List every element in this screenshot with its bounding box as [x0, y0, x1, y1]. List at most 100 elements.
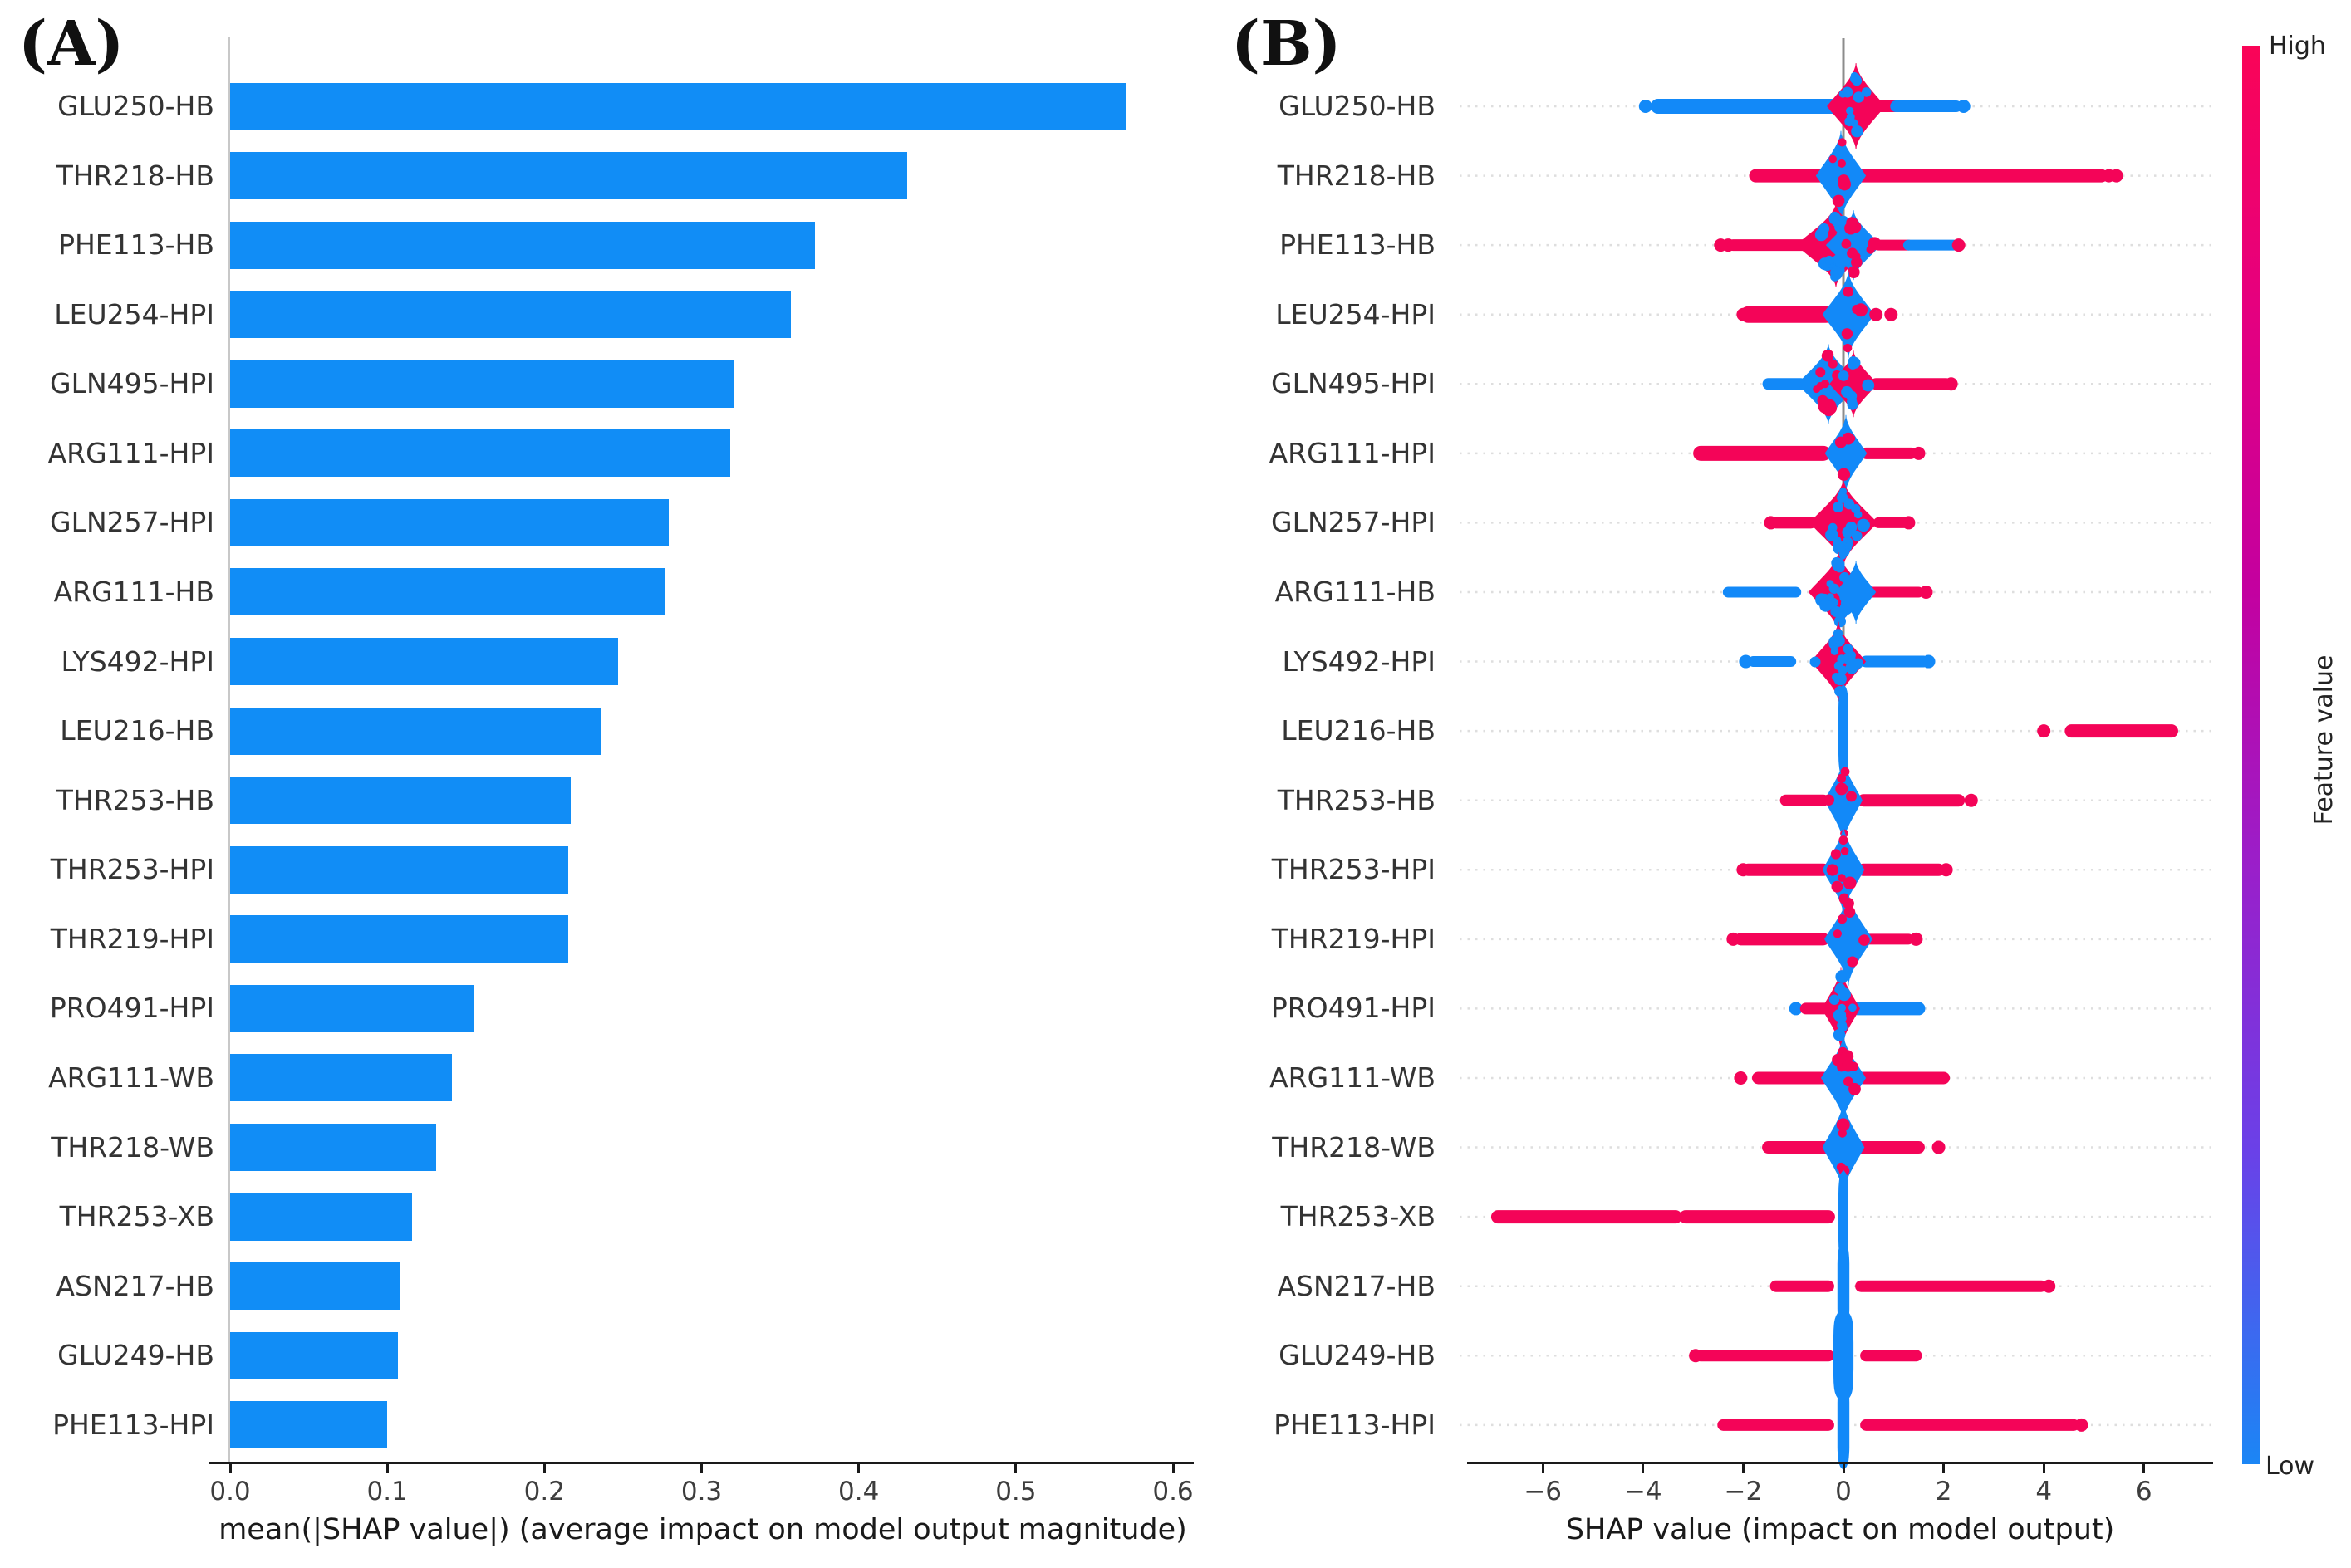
- swarm-speckle: [1837, 468, 1851, 481]
- bar: [230, 360, 735, 408]
- swarm-dot: [1919, 585, 1933, 599]
- feature-label-b: LEU254-HPI: [1275, 297, 1436, 331]
- feature-label-b: PRO491-HPI: [1270, 992, 1436, 1025]
- tick-mark: [1942, 1463, 1946, 1473]
- swarm-bulge: [1824, 757, 1863, 844]
- swarm-speckle: [1837, 987, 1851, 1002]
- tick-mark: [542, 1463, 546, 1473]
- swarm-bulge: [1833, 1309, 1854, 1403]
- panel-b-x-axis: [1467, 1462, 2213, 1464]
- tick-label: 0.1: [366, 1477, 408, 1507]
- swarm-speckle: [1841, 385, 1853, 399]
- swarm-speckle: [1830, 211, 1839, 221]
- feature-label-b: THR253-HPI: [1271, 853, 1436, 886]
- tick-label: 0.2: [523, 1477, 565, 1507]
- swarm-bulge: [1822, 825, 1865, 915]
- swarm-speckle: [1841, 328, 1853, 340]
- swarm-speckle: [1852, 304, 1862, 315]
- swarm-bulge: [1837, 1241, 1850, 1331]
- swarm-speckle: [1832, 194, 1845, 208]
- feature-label-a: PHE113-HB: [58, 228, 214, 262]
- swarm-speckle: [1833, 502, 1844, 512]
- swarm-dot: [1884, 307, 1898, 321]
- feature-label-a: THR253-HB: [56, 783, 214, 816]
- bar: [230, 1124, 436, 1172]
- swarm-speckle: [1824, 255, 1834, 265]
- feature-label-b: GLN257-HPI: [1271, 506, 1436, 539]
- swarm-speckle: [1836, 1162, 1846, 1172]
- bar: [230, 984, 474, 1032]
- swarm-speckle: [1838, 551, 1847, 560]
- tick-mark: [2142, 1463, 2146, 1473]
- swarm-speckle: [1813, 385, 1821, 394]
- swarm-dot: [1964, 793, 1978, 807]
- swarm-speckle: [1843, 1076, 1853, 1087]
- swarm-speckle: [1838, 1129, 1847, 1138]
- tick-mark: [385, 1463, 389, 1473]
- swarm-speckle: [1836, 611, 1845, 620]
- feature-label-a: THR253-HPI: [50, 853, 214, 886]
- swarm-speckle: [1828, 359, 1838, 369]
- swarm-dot: [2074, 1418, 2088, 1432]
- colorbar-axis-label: Feature value: [2309, 654, 2339, 826]
- swarm-bulge: [1809, 479, 1877, 566]
- swarm-speckle: [1838, 835, 1848, 845]
- swarm-speckle: [1866, 245, 1875, 254]
- feature-label-b: THR218-WB: [1272, 1130, 1436, 1164]
- swarm-dot: [1734, 1071, 1748, 1085]
- feature-label-b: PHE113-HPI: [1274, 1408, 1436, 1441]
- swarm-speckle: [1842, 1059, 1854, 1072]
- swarm-speckle: [1834, 562, 1845, 573]
- swarm-bulge: [1824, 414, 1868, 492]
- bar: [230, 915, 568, 963]
- swarm-speckle: [1838, 1003, 1846, 1012]
- feature-label-a: PRO491-HPI: [49, 992, 214, 1025]
- feature-label-a: ASN217-HB: [56, 1269, 214, 1302]
- swarm-speckle: [1852, 76, 1863, 86]
- swarm-speckle: [1837, 1020, 1848, 1031]
- feature-label-b: ARG111-HB: [1274, 575, 1436, 608]
- feature-label-b: ARG111-WB: [1269, 1061, 1436, 1094]
- colorbar-low-label: Low: [2265, 1452, 2315, 1481]
- swarm-speckle: [1861, 87, 1872, 97]
- feature-label-a: LYS492-HPI: [61, 644, 214, 678]
- swarm-speckle: [1809, 656, 1821, 668]
- feature-label-a: THR253-XB: [59, 1200, 214, 1233]
- swarm-speckle: [1838, 1014, 1847, 1023]
- tick-label: 0.6: [1152, 1477, 1194, 1507]
- feature-label-b: ASN217-HB: [1277, 1269, 1436, 1302]
- swarm-speckle: [1822, 398, 1833, 408]
- swarm-bulge: [1838, 1170, 1848, 1264]
- swarm-speckle: [1853, 658, 1863, 669]
- swarm-speckle: [1857, 518, 1870, 532]
- feature-label-b: PHE113-HB: [1279, 228, 1436, 262]
- tick-mark: [228, 1463, 232, 1473]
- swarm-speckle: [1853, 91, 1864, 103]
- swarm-speckle: [1847, 956, 1858, 968]
- swarm-speckle: [1821, 350, 1833, 362]
- swarm-speckle: [1832, 1053, 1844, 1066]
- swarm-speckle: [1815, 367, 1826, 378]
- tick-mark: [1541, 1463, 1544, 1473]
- feature-value-colorbar: [2242, 46, 2260, 1464]
- swarm-speckle: [1826, 593, 1834, 601]
- tick-mark: [2042, 1463, 2045, 1473]
- swarm-speckle: [1851, 257, 1863, 268]
- feature-label-a: PHE113-HPI: [52, 1408, 214, 1441]
- feature-label-a: ARG111-HB: [53, 575, 214, 608]
- swarm-dot: [2109, 169, 2123, 183]
- swarm-speckle: [1846, 791, 1857, 802]
- bar: [230, 568, 665, 616]
- swarm-speckle: [1830, 272, 1840, 282]
- swarm-dot: [2037, 724, 2051, 738]
- bar: [230, 1262, 400, 1311]
- swarm-speckle: [1828, 994, 1840, 1005]
- feature-label-b: GLN495-HPI: [1271, 367, 1436, 400]
- swarm-dot: [1869, 307, 1883, 321]
- bar: [230, 707, 601, 755]
- feature-label-b: GLU250-HB: [1279, 90, 1436, 122]
- feature-label-b: THR253-HB: [1277, 783, 1436, 816]
- tick-label: −2: [1724, 1477, 1763, 1507]
- swarm-speckle: [1843, 898, 1854, 909]
